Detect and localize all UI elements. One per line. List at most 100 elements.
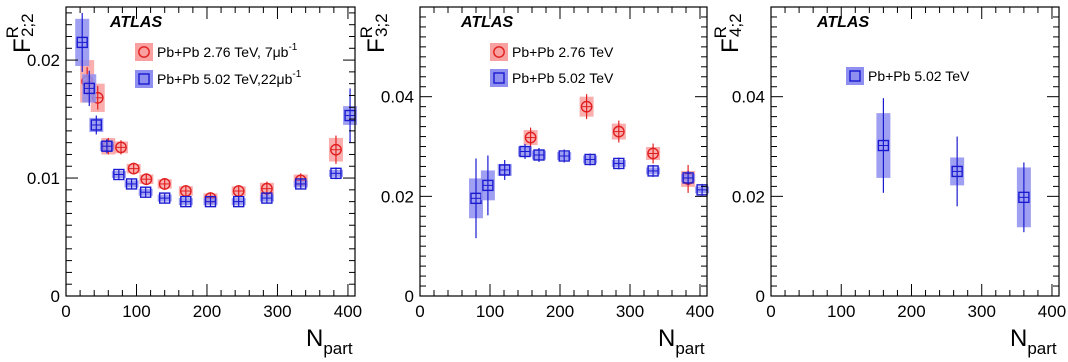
legend-swatch (135, 70, 153, 88)
legend-label-text: Pb+Pb 2.76 TeV, 7μb (157, 44, 289, 60)
y-tick-label: 0.02 (27, 51, 60, 70)
data-point (111, 168, 126, 181)
panel-f42: ATLAS Pb+Pb 5.02 TeV 0 100 200 300 40000.020… (711, 6, 1066, 358)
legend-label-sup: -1 (292, 69, 301, 80)
legend-entry: Pb+Pb 5.02 TeV (490, 69, 614, 87)
data-point (178, 185, 193, 197)
plot-frame-f42 (770, 6, 1060, 297)
data-point (480, 155, 495, 216)
legend-entry: Pb+Pb 2.76 TeV (490, 43, 614, 61)
x-tick-label: 300 (968, 302, 996, 321)
legend-circle-marker (138, 46, 150, 58)
data-point (203, 195, 218, 208)
data-point (138, 186, 153, 198)
x-axis-title-f32: Npart (658, 325, 705, 358)
data-point (293, 178, 308, 190)
legend-entry: Pb+Pb 5.02 TeV,22μb-1 (135, 69, 302, 88)
square-marker (584, 153, 596, 166)
data-point (82, 70, 97, 107)
circle-marker (330, 143, 342, 156)
y-axis-title-f32: FR3;2 (357, 13, 391, 53)
data-point (523, 127, 538, 148)
circle-marker (612, 125, 625, 138)
data-point (950, 136, 965, 207)
square-marker (125, 178, 138, 190)
data-point (583, 153, 598, 166)
y-tick-label: 0.02 (381, 187, 414, 206)
data-point (231, 185, 246, 197)
circle-marker (524, 131, 537, 144)
x-tick-label: 400 (1038, 302, 1066, 321)
circle-marker (127, 162, 140, 175)
square-marker (232, 195, 245, 208)
data-point (231, 195, 246, 208)
ticks-f42: 0 100 200 300 400 0 0.02 0.04 (732, 6, 1066, 321)
data-point (579, 94, 594, 120)
legend-swatch (135, 43, 153, 61)
x-tick-label: 0 (415, 302, 424, 321)
square-marker (204, 195, 217, 208)
x-tick-label: 200 (897, 302, 925, 321)
square-marker (558, 150, 570, 162)
square-marker (139, 186, 152, 198)
y-tick-label: 0.04 (732, 88, 765, 107)
x-tick-label: 200 (193, 302, 221, 321)
legend-f32: Pb+Pb 2.76 TeV Pb+Pb 5.02 TeV (490, 43, 614, 87)
plot-area-f42 (876, 98, 1031, 233)
legend-label-text: Pb+Pb 2.76 TeV (512, 44, 614, 60)
data-point (1016, 162, 1031, 233)
data-point (611, 120, 626, 143)
data-point (89, 115, 104, 135)
data-point (611, 157, 626, 170)
ticks-f32: 0 100 200 300 400 0 0.02 0.04 (381, 6, 714, 321)
data-point (497, 159, 512, 180)
square-marker (877, 139, 890, 152)
plot-frame-f22 (65, 6, 356, 297)
x-tick-label: 400 (686, 302, 714, 321)
data-point (681, 170, 696, 185)
circle-marker (647, 147, 659, 160)
data-point (126, 162, 141, 175)
square-marker (613, 157, 625, 170)
data-point (124, 178, 139, 190)
circle-marker (158, 178, 171, 190)
legend-f22: Pb+Pb 2.76 TeV, 7μb-1Pb+Pb 5.02 TeV,22μb… (135, 42, 302, 88)
square-marker (533, 149, 545, 161)
legend-swatch (846, 67, 864, 85)
panel-f32: ATLAS Pb+Pb 2.76 TeV Pb+Pb 5.02 TeV 0 100 2… (357, 6, 714, 358)
circle-marker (140, 173, 153, 186)
y-axis-title-f22: FR2;2 (3, 13, 37, 53)
y-tick-label: 0 (405, 287, 414, 306)
data-point (518, 144, 532, 159)
y-tick-label: 0 (756, 287, 765, 306)
data-point (75, 12, 90, 72)
panel-f22: ATLAS Pb+Pb 2.76 TeV, 7μb-1Pb+Pb 5.02 Te… (3, 6, 362, 358)
data-point (557, 149, 572, 163)
y-tick-label: 0 (51, 287, 60, 306)
square-marker (158, 192, 171, 204)
x-tick-label: 300 (263, 302, 291, 321)
legend-circle-marker (493, 46, 505, 58)
square-marker (83, 82, 95, 95)
square-marker (113, 168, 125, 181)
square-marker (101, 140, 113, 152)
ticks-f22: 0 100 200 300 400 0 0.01 0.02 (27, 7, 362, 321)
legend-label: Pb+Pb 5.02 TeV (512, 70, 614, 86)
circle-marker (580, 100, 593, 113)
square-marker (951, 165, 963, 178)
data-point (876, 98, 891, 193)
legend-label-text: Pb+Pb 5.02 TeV (512, 70, 614, 86)
data-point (646, 143, 661, 164)
square-marker (482, 179, 494, 192)
circle-marker (115, 141, 127, 154)
legend-label-text: Pb+Pb 5.02 TeV (868, 68, 970, 84)
legend-square-marker (849, 70, 861, 82)
square-marker (647, 165, 659, 177)
square-marker (330, 167, 342, 180)
data-point (157, 192, 172, 204)
x-axis-title-f22: Npart (306, 325, 353, 358)
square-marker (180, 195, 192, 208)
x-tick-label: 100 (122, 302, 150, 321)
legend-f42: Pb+Pb 5.02 TeV (846, 67, 970, 85)
legend-label: Pb+Pb 2.76 TeV (512, 44, 614, 60)
